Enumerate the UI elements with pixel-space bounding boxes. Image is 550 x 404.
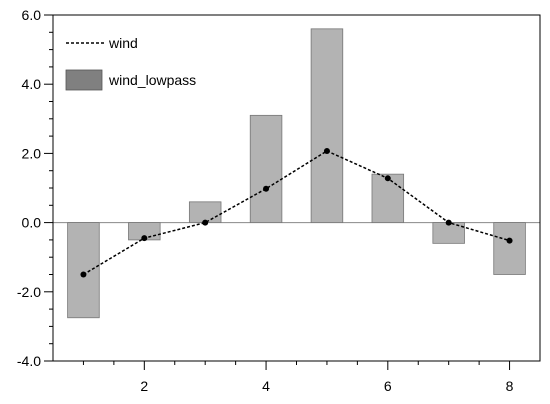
- y-tick-label: 0.0: [22, 215, 42, 231]
- bar-1: [67, 222, 100, 319]
- x-tick-label: 6: [384, 378, 392, 394]
- wind-point-1: [80, 271, 87, 278]
- bar-3: [188, 201, 222, 223]
- y-tick-label: 6.0: [22, 7, 42, 23]
- y-tick-label: -4.0: [17, 353, 41, 369]
- bar-8: [493, 222, 526, 275]
- legend-bar-swatch: [65, 69, 103, 91]
- legend-label-wind-lowpass: wind_lowpass: [108, 72, 196, 88]
- y-tick-label: 2.0: [22, 145, 42, 161]
- wind-point-7: [445, 219, 452, 226]
- bar-4: [249, 114, 283, 223]
- wind-point-6: [384, 175, 391, 182]
- bar-5: [310, 28, 344, 223]
- y-tick-label: -2.0: [17, 284, 41, 300]
- bar-6: [371, 173, 405, 224]
- wind-point-3: [202, 219, 209, 226]
- bar-7: [432, 222, 465, 244]
- bar-series-wind-lowpass: [67, 28, 526, 319]
- wind-point-2: [141, 235, 148, 242]
- plot-border: [52, 14, 541, 362]
- wind-point-4: [263, 185, 270, 192]
- x-tick-label: 8: [506, 378, 514, 394]
- wind-point-8: [506, 237, 513, 244]
- y-tick-label: 4.0: [22, 76, 42, 92]
- legend: wind wind_lowpass: [65, 35, 196, 91]
- plot-frame: [52, 14, 541, 362]
- line-series-wind: [80, 147, 513, 278]
- wind-point-5: [323, 147, 330, 154]
- wind-line: [83, 150, 510, 276]
- x-axis: 2 4 6 8: [82, 361, 514, 394]
- y-axis: -4.0 -2.0 0.0 2.0 4.0 6.0: [17, 7, 53, 369]
- x-tick-label: 2: [140, 378, 148, 394]
- x-tick-label: 4: [262, 378, 270, 394]
- legend-label-wind: wind: [108, 35, 138, 51]
